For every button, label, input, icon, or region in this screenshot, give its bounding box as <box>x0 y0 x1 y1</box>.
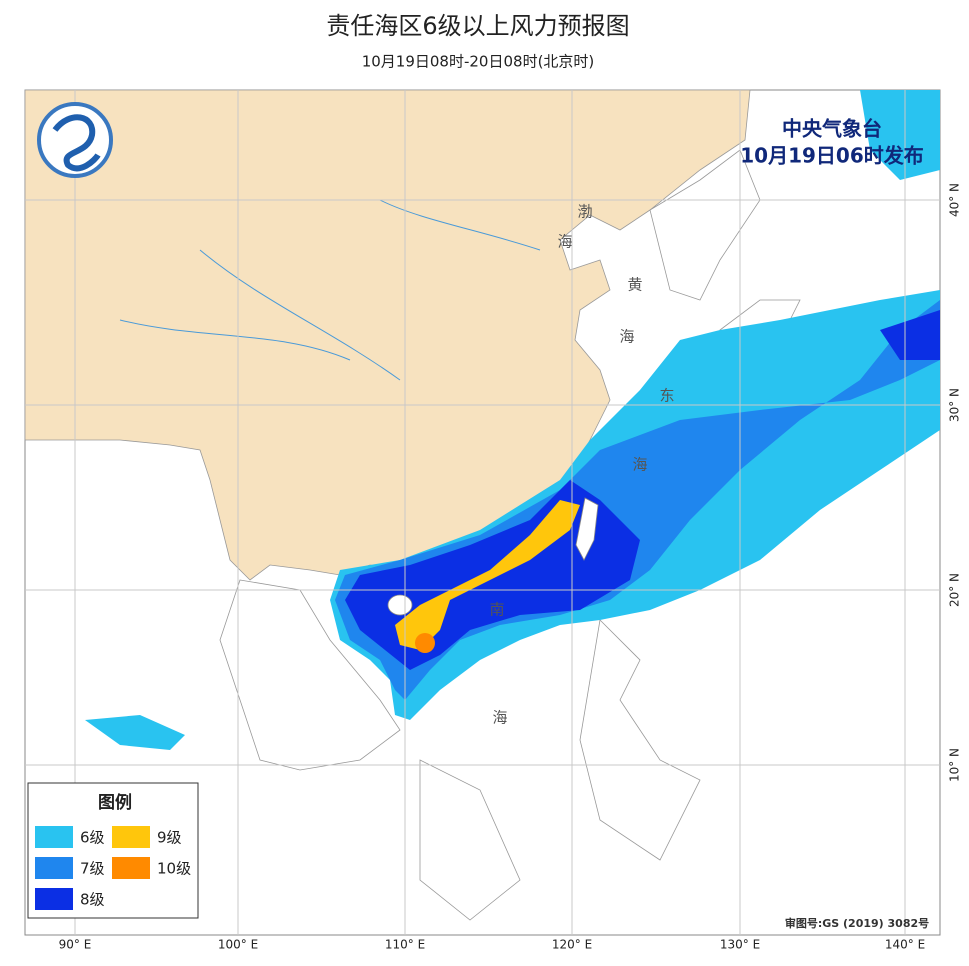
issuer-agency: 中央气象台 <box>782 117 882 141</box>
lon-label: 110° E <box>385 938 425 952</box>
lon-label: 130° E <box>720 938 760 952</box>
wind-zone-10 <box>415 633 435 653</box>
subtitle: 10月19日08时-20日08时(北京时) <box>362 53 595 71</box>
legend-swatch <box>35 857 73 879</box>
legend-swatch <box>112 857 150 879</box>
wind-zone-6 <box>85 715 185 750</box>
sea-label: 海 <box>492 709 507 727</box>
lon-label: 140° E <box>885 938 925 952</box>
sea-label: 黄 <box>627 276 642 294</box>
lat-label: 40° N <box>948 183 962 217</box>
wind-zone-6 <box>860 90 940 180</box>
taiwan <box>575 497 599 561</box>
graticule <box>25 90 940 935</box>
legend-swatch <box>112 826 150 848</box>
lon-label: 90° E <box>59 938 92 952</box>
sea-label: 海 <box>632 456 647 474</box>
lat-label: 10° N <box>948 748 962 782</box>
rivers <box>119 199 541 381</box>
wind-zone-9 <box>395 500 580 650</box>
approval: 审图号:GS (2019) 3082号 <box>785 916 929 930</box>
legend-label: 10级 <box>157 860 191 878</box>
legend-label: 6级 <box>80 829 105 847</box>
logo-mark <box>52 114 101 172</box>
legend-swatch <box>35 826 73 848</box>
sea-label: 东 <box>659 387 674 405</box>
sea-label: 南 <box>489 601 504 619</box>
map: 渤 海 黄 海 东 海 南 海 中央气象台 10月19日06时发布 审图号:GS… <box>24 89 941 936</box>
lon-label: 100° E <box>218 938 258 952</box>
sea-label: 海 <box>619 328 634 346</box>
sea-label: 海 <box>557 233 572 251</box>
legend-label: 8级 <box>80 891 105 909</box>
legend: 图例 6级 7级 8级 9级 10级 <box>27 782 199 919</box>
lat-label: 30° N <box>948 388 962 422</box>
lat-label: 20° N <box>948 573 962 607</box>
issue-time: 10月19日06时发布 <box>740 144 924 168</box>
legend-title: 图例 <box>98 792 132 813</box>
wind-zone-8 <box>880 310 940 360</box>
hainan <box>387 594 413 616</box>
sea-label: 渤 <box>577 203 592 221</box>
title: 责任海区6级以上风力预报图 <box>326 12 629 40</box>
legend-swatch <box>35 888 73 910</box>
lon-label: 120° E <box>552 938 592 952</box>
legend-label: 9级 <box>157 829 182 847</box>
legend-label: 7级 <box>80 860 105 878</box>
